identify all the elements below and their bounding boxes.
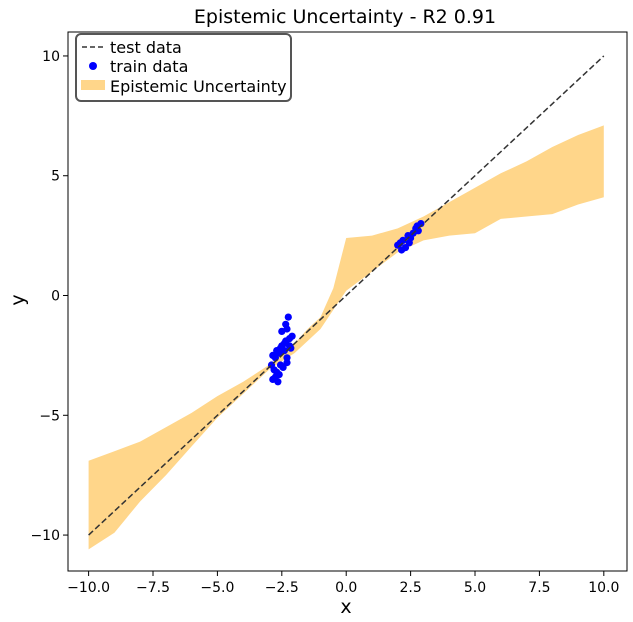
legend-train-data-swatch: [89, 62, 97, 70]
train-point: [285, 342, 294, 350]
x-tick-label: −5.0: [200, 580, 234, 596]
train-point: [279, 363, 287, 371]
train-point: [282, 320, 290, 328]
legend-box: [75, 33, 292, 102]
legend-test-data-label: test data: [110, 38, 182, 57]
y-tick-label: −5: [39, 408, 60, 424]
y-tick-label: 10: [42, 49, 60, 65]
train-point: [283, 359, 291, 367]
x-tick-label: −7.5: [136, 580, 170, 596]
x-axis-label: x: [340, 596, 351, 618]
y-tick-label: 5: [51, 169, 60, 185]
train-point: [288, 332, 296, 340]
axes-frame: [67, 31, 628, 572]
x-tick-label: 10.0: [588, 580, 619, 596]
x-tick-label: 5.0: [464, 580, 486, 596]
y-axis-label: y: [7, 294, 29, 305]
uncertainty-band: [88, 125, 604, 550]
y-tick-label: −10: [30, 528, 60, 544]
plot-area: −10.0 −7.5 −5.0 −2.5 0.0 2.5 5.0 7.5 10.0 −10 −5 0 5…: [30, 31, 628, 596]
train-point: [269, 351, 277, 359]
test-data-line: [88, 55, 605, 536]
train-point: [271, 373, 279, 381]
train-point: [398, 246, 406, 254]
legend-train-data-label: train data: [110, 57, 188, 76]
x-tick-label: 7.5: [528, 580, 550, 596]
train-point: [276, 344, 285, 352]
train-point: [413, 222, 421, 230]
y-tick-label: 0: [51, 289, 60, 305]
train-point: [284, 313, 292, 321]
x-tick-label: −10.0: [67, 580, 110, 596]
legend-uncertainty-label: Epistemic Uncertainty: [110, 77, 287, 96]
x-tick-label: 0.0: [335, 580, 357, 596]
train-point: [399, 236, 407, 244]
train-point: [405, 239, 413, 247]
x-tick-label: −2.5: [265, 580, 299, 596]
chart-title: Epistemic Uncertainty - R2 0.91: [194, 6, 496, 28]
legend-uncertainty-swatch: [81, 80, 105, 90]
x-tick-label: 2.5: [399, 580, 421, 596]
